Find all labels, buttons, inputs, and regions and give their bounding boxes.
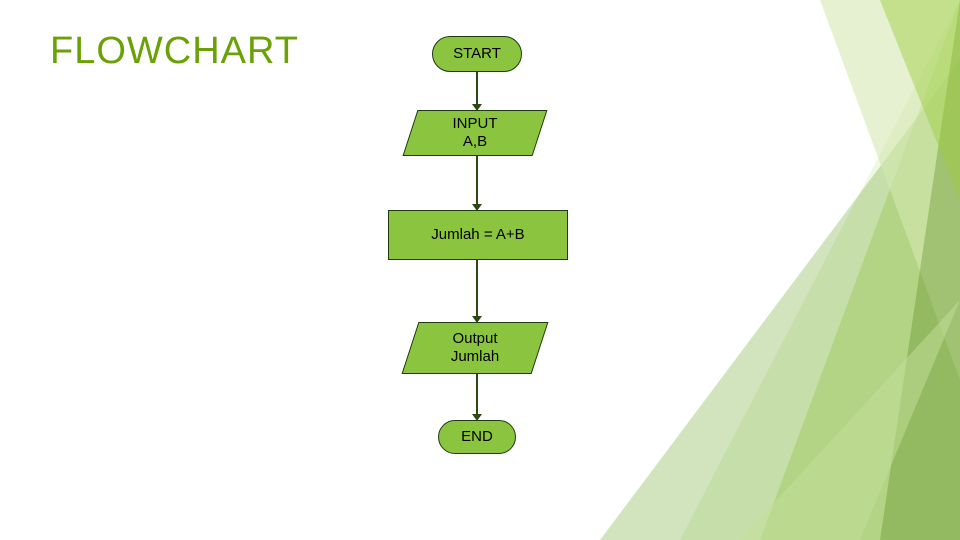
arrow-start-input xyxy=(476,72,478,106)
arrow-process-output xyxy=(476,260,478,318)
flowchart-canvas: START INPUTA,B Jumlah = A+B OutputJumlah END xyxy=(0,0,960,540)
node-start: START xyxy=(432,36,522,72)
arrow-input-process xyxy=(476,156,478,206)
node-input: INPUTA,B xyxy=(410,110,540,156)
node-output: OutputJumlah xyxy=(410,322,540,374)
node-label-input: INPUTA,B xyxy=(410,110,540,156)
arrow-output-end xyxy=(476,374,478,416)
node-process: Jumlah = A+B xyxy=(388,210,568,260)
node-label-output: OutputJumlah xyxy=(410,322,540,374)
node-end: END xyxy=(438,420,516,454)
